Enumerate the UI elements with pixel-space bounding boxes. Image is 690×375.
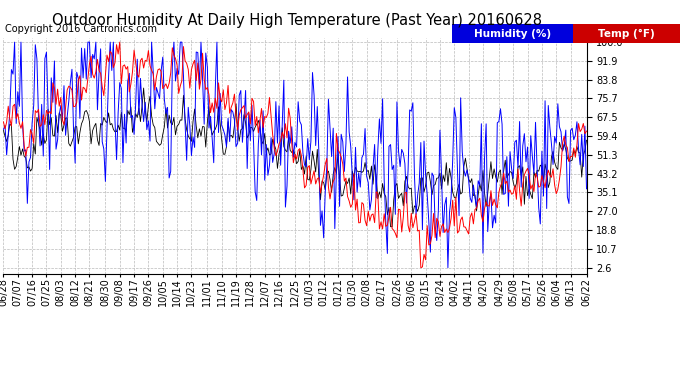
Text: Outdoor Humidity At Daily High Temperature (Past Year) 20160628: Outdoor Humidity At Daily High Temperatu… bbox=[52, 13, 542, 28]
Text: Copyright 2016 Cartronics.com: Copyright 2016 Cartronics.com bbox=[5, 24, 157, 34]
Text: Humidity (%): Humidity (%) bbox=[474, 29, 551, 39]
Text: Temp (°F): Temp (°F) bbox=[598, 29, 655, 39]
